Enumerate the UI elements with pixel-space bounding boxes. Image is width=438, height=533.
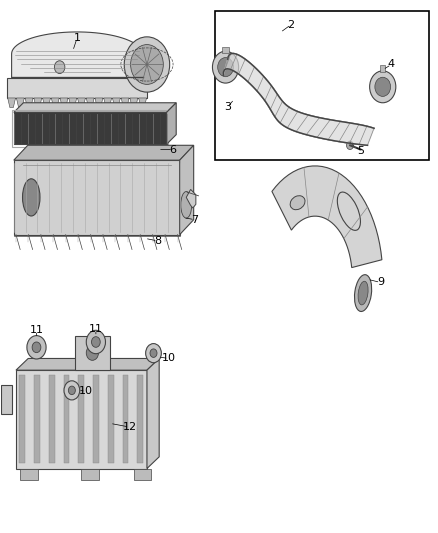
Text: 2: 2	[287, 20, 295, 30]
Polygon shape	[121, 98, 129, 108]
Text: 7: 7	[191, 215, 198, 225]
Polygon shape	[186, 189, 196, 208]
Polygon shape	[223, 53, 374, 146]
Polygon shape	[104, 98, 112, 108]
Bar	[75, 336, 110, 370]
Bar	[93, 375, 99, 463]
Text: 11: 11	[89, 324, 103, 334]
Bar	[222, 47, 229, 53]
Polygon shape	[147, 359, 159, 469]
Text: 6: 6	[170, 144, 177, 155]
Ellipse shape	[354, 274, 372, 311]
Text: 1: 1	[74, 33, 81, 43]
Circle shape	[32, 342, 41, 353]
Circle shape	[370, 71, 396, 103]
Circle shape	[64, 381, 80, 400]
Polygon shape	[60, 98, 68, 108]
Bar	[7, 78, 147, 98]
Ellipse shape	[181, 191, 192, 218]
Polygon shape	[69, 98, 77, 108]
Ellipse shape	[290, 196, 305, 209]
Polygon shape	[78, 98, 85, 108]
Circle shape	[86, 345, 99, 360]
Circle shape	[346, 141, 353, 150]
Polygon shape	[81, 469, 99, 480]
Polygon shape	[8, 98, 15, 108]
Circle shape	[218, 58, 233, 77]
Polygon shape	[113, 98, 120, 108]
Bar	[14, 112, 166, 144]
Circle shape	[124, 37, 170, 92]
Polygon shape	[51, 98, 59, 108]
Polygon shape	[14, 103, 176, 112]
Bar	[64, 375, 69, 463]
Circle shape	[375, 77, 391, 96]
Circle shape	[86, 330, 106, 354]
Text: 12: 12	[123, 422, 137, 432]
Bar	[14, 160, 180, 235]
Circle shape	[54, 61, 65, 74]
Text: 4: 4	[388, 60, 395, 69]
Text: 10: 10	[79, 386, 93, 397]
Bar	[19, 375, 25, 463]
Bar	[34, 375, 40, 463]
Circle shape	[92, 337, 100, 348]
Polygon shape	[16, 359, 159, 370]
Text: 3: 3	[224, 102, 231, 112]
Ellipse shape	[358, 281, 368, 305]
Polygon shape	[1, 385, 12, 415]
Polygon shape	[86, 98, 94, 108]
Bar	[108, 375, 113, 463]
Circle shape	[131, 45, 163, 84]
Polygon shape	[25, 98, 33, 108]
Bar	[123, 375, 128, 463]
Polygon shape	[139, 98, 147, 108]
Polygon shape	[134, 469, 151, 480]
Polygon shape	[130, 98, 138, 108]
Polygon shape	[166, 103, 176, 144]
Bar	[78, 375, 84, 463]
Circle shape	[212, 51, 239, 83]
Text: 9: 9	[377, 278, 384, 287]
Polygon shape	[95, 98, 103, 108]
Polygon shape	[42, 98, 50, 108]
Bar	[49, 375, 55, 463]
Text: 5: 5	[357, 146, 364, 156]
Ellipse shape	[22, 179, 40, 216]
Bar	[12, 110, 168, 147]
Polygon shape	[12, 32, 143, 78]
Circle shape	[146, 344, 161, 363]
Polygon shape	[16, 98, 24, 108]
Circle shape	[27, 336, 46, 359]
Bar	[215, 11, 428, 160]
Polygon shape	[14, 146, 194, 160]
Polygon shape	[180, 146, 194, 235]
Polygon shape	[20, 469, 38, 480]
Text: 11: 11	[29, 325, 43, 335]
Text: 8: 8	[154, 236, 162, 246]
Circle shape	[150, 349, 157, 358]
Bar	[138, 375, 143, 463]
Text: 10: 10	[162, 353, 176, 364]
Polygon shape	[272, 166, 382, 268]
Polygon shape	[34, 98, 42, 108]
Circle shape	[68, 386, 75, 394]
Bar	[380, 65, 385, 72]
Bar	[16, 370, 147, 469]
